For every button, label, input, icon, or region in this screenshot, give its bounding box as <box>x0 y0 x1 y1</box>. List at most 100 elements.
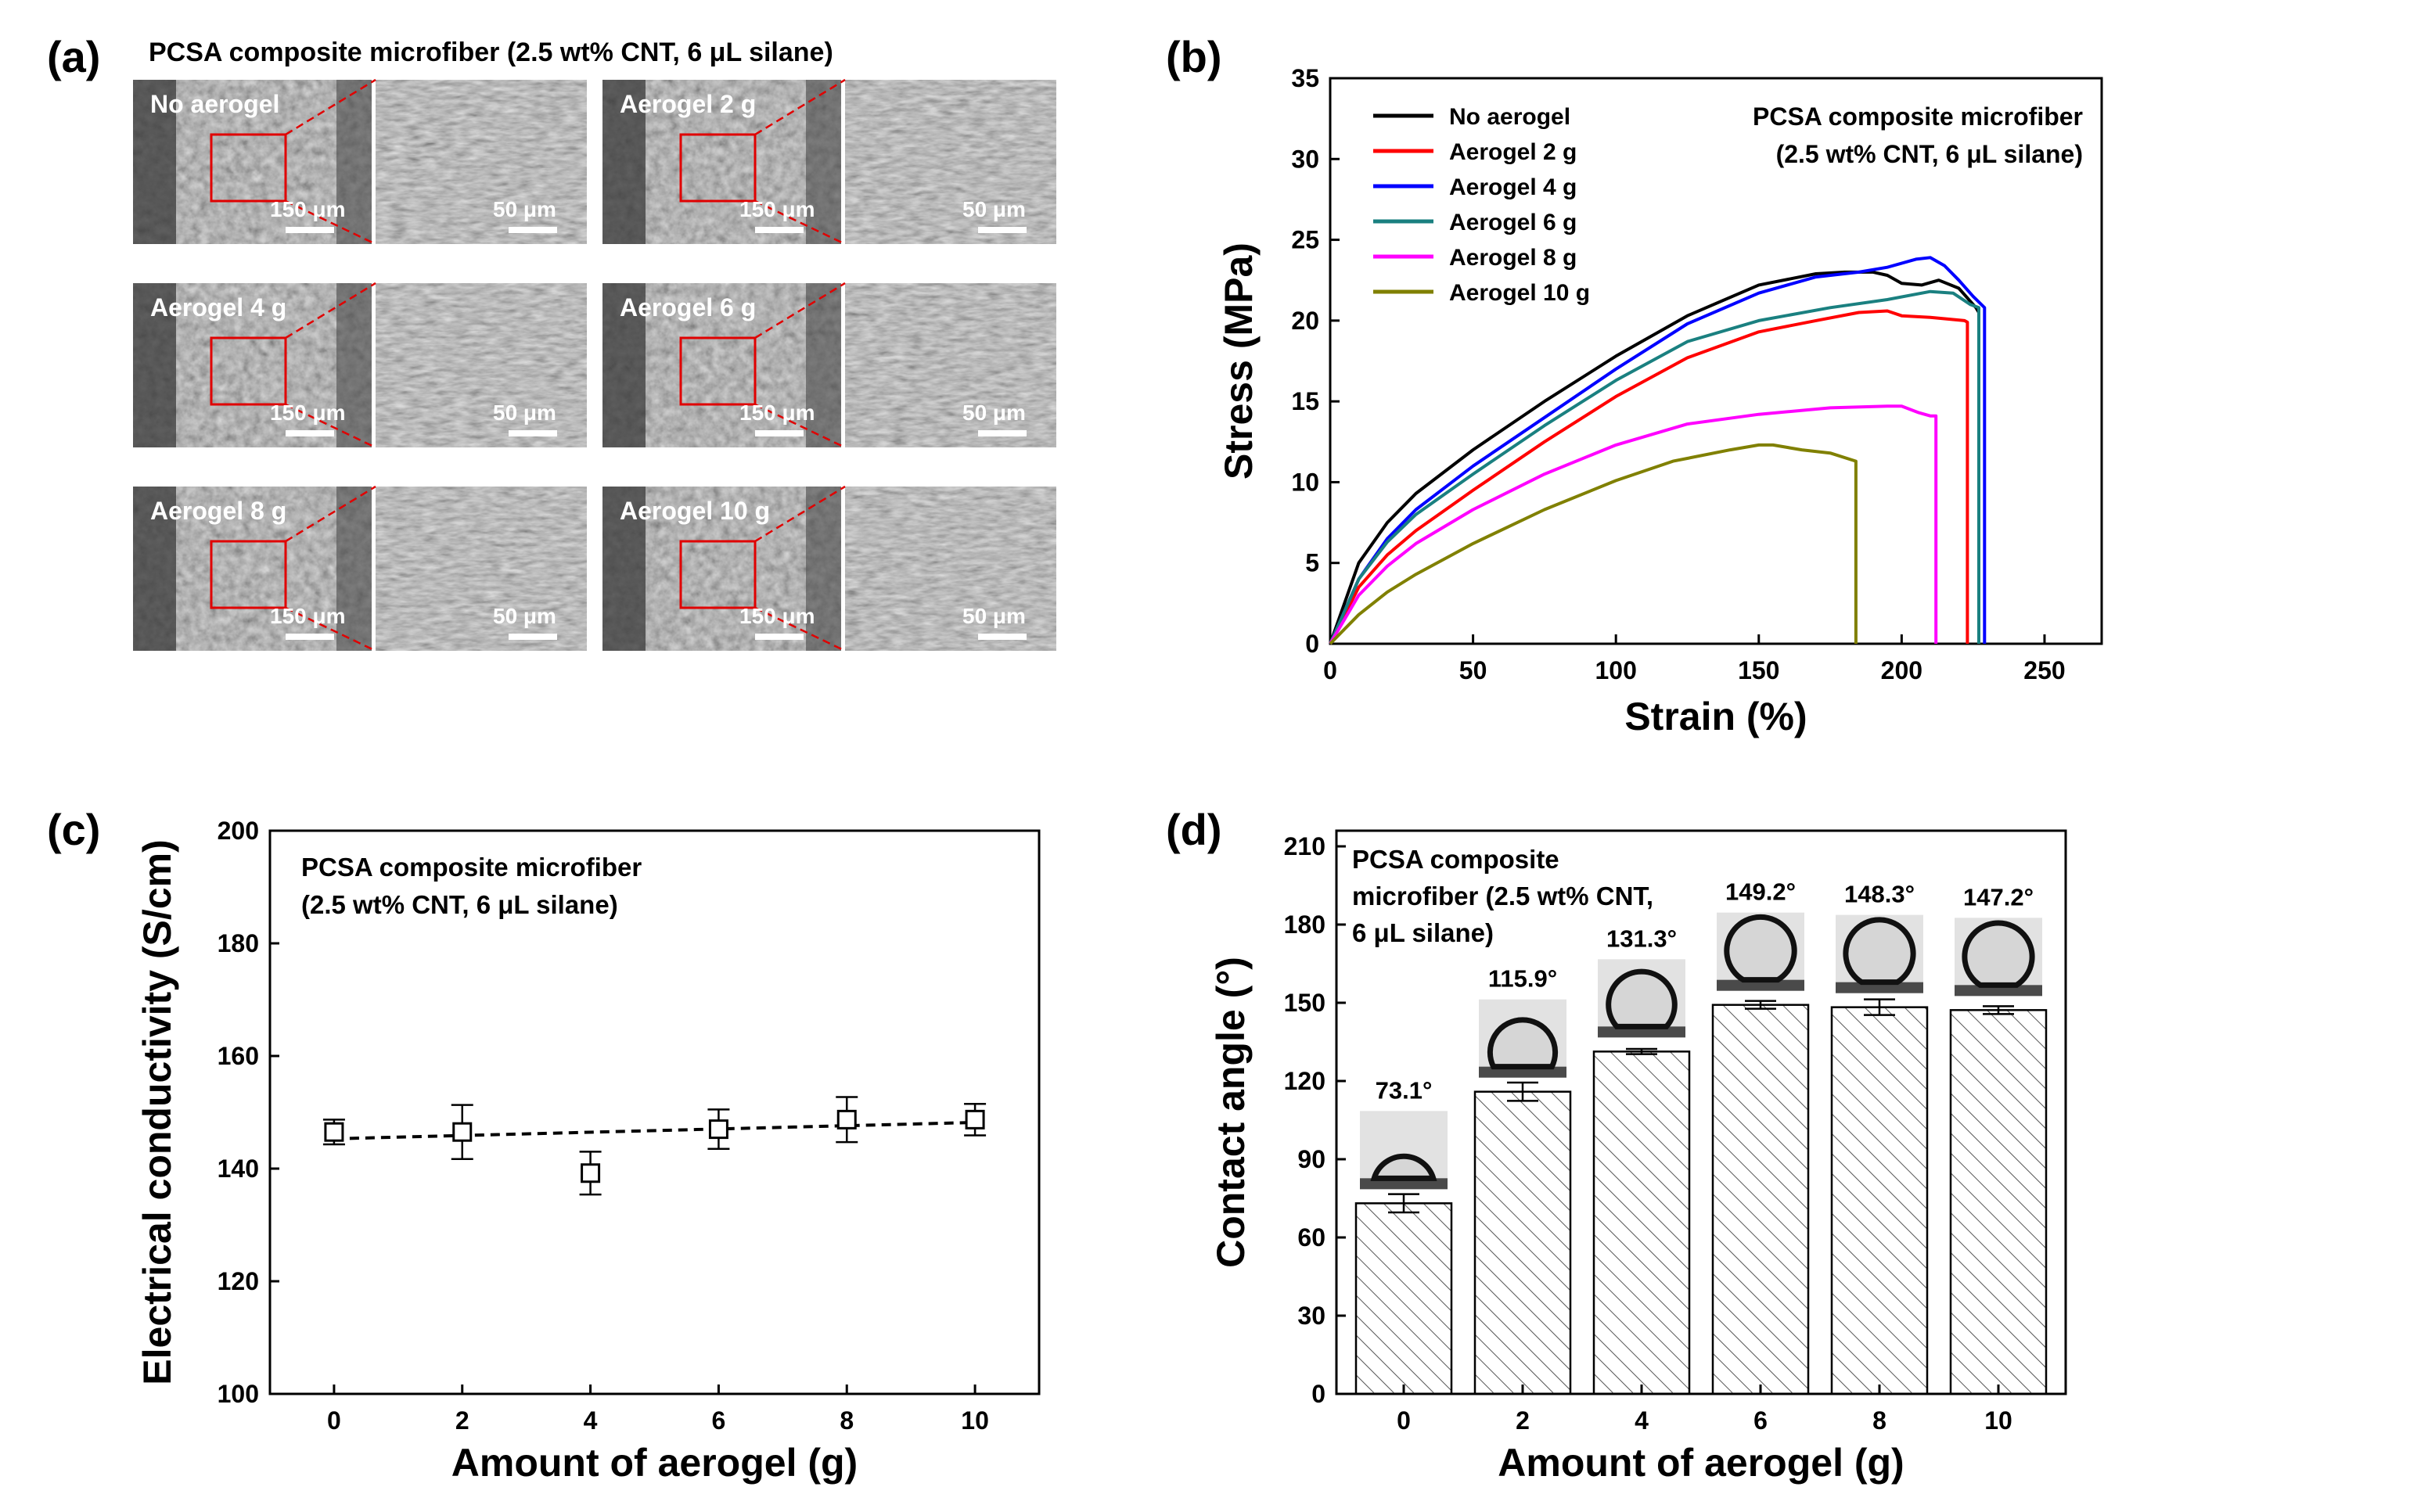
x-axis-title: Strain (%) <box>1624 695 1807 738</box>
y-tick-label: 30 <box>1291 145 1319 173</box>
photo-substrate <box>1717 979 1804 991</box>
zoom-box <box>210 336 287 406</box>
x-tick-label: 10 <box>1984 1406 2012 1435</box>
y-tick-label: 30 <box>1297 1302 1325 1330</box>
data-point <box>965 1109 985 1130</box>
scale-bar <box>509 634 557 640</box>
bar <box>1354 1202 1453 1395</box>
x-tick-label: 0 <box>327 1406 341 1435</box>
zoom-line <box>754 199 846 246</box>
sem-pair: Aerogel 6 g 150 μm 50 μm <box>602 282 1056 449</box>
droplet-photo <box>1717 912 1804 991</box>
droplet-photo <box>1836 914 1923 993</box>
chart-annotation: 6 μL silane) <box>1352 918 1494 947</box>
chart-annotation: PCSA composite <box>1352 845 1559 874</box>
sem-background-right <box>806 80 841 244</box>
zoom-line <box>285 485 376 543</box>
zoom-line <box>285 403 376 449</box>
y-axis-title: Stress (MPa) <box>1217 242 1261 479</box>
series-line-5 <box>1329 443 1858 645</box>
value-label: 149.2° <box>1725 878 1796 906</box>
scale-bar <box>286 634 334 640</box>
legend-label: Aerogel 10 g <box>1449 280 1590 306</box>
y-axis-title: Electrical conductivity (S/cm) <box>135 839 179 1385</box>
scale-bar-label: 50 μm <box>962 197 1026 221</box>
scale-bar-label: 50 μm <box>962 604 1026 628</box>
scale-bar <box>978 430 1027 436</box>
x-tick-label: 100 <box>1595 656 1636 684</box>
droplet-photo <box>1360 1111 1448 1190</box>
data-point <box>708 1119 728 1140</box>
sem-background-left <box>602 283 646 447</box>
panel-a: (a) PCSA composite microfiber (2.5 wt% C… <box>47 32 1056 652</box>
plot-frame <box>1335 829 2067 1395</box>
sem-texture <box>845 487 1056 651</box>
scale-bar <box>509 430 557 436</box>
y-tick-label: 160 <box>218 1042 259 1070</box>
series-line-3 <box>1329 289 1980 645</box>
y-tick-label: 60 <box>1297 1223 1325 1252</box>
x-tick-label: 6 <box>1753 1406 1768 1435</box>
legend-label: Aerogel 6 g <box>1449 210 1577 235</box>
data-point <box>581 1163 601 1183</box>
fit-line <box>333 1120 976 1140</box>
sem-pair: Aerogel 2 g 150 μm 50 μm <box>602 78 1056 246</box>
zoom-line <box>754 78 846 136</box>
scale-bar-label: 150 μm <box>739 604 815 628</box>
panel-b: (b) 0 50 100 150 200 250 0 5 10 15 20 25 30 35 Strain … <box>1166 32 2103 738</box>
x-tick-label: 8 <box>840 1406 854 1435</box>
sem-background-left <box>133 487 176 651</box>
sem-pair: Aerogel 8 g 150 μm 50 μm <box>133 485 587 652</box>
droplet <box>1962 920 2035 988</box>
scale-bar <box>978 634 1027 640</box>
series-line-0 <box>1329 270 1980 645</box>
y-tick-label: 0 <box>1311 1380 1325 1408</box>
y-tick-label: 5 <box>1305 549 1319 577</box>
sem-background-right <box>336 283 372 447</box>
sem-background-right <box>806 487 841 651</box>
panel-a-label: (a) <box>47 32 100 81</box>
sem-image-grid: No aerogel 150 μm 50 μm Aerogel 2 g 150 μm 50… <box>133 78 1056 652</box>
plot-frame <box>268 829 1041 1395</box>
series-line-1 <box>1329 309 1969 645</box>
scale-bar-label: 150 μm <box>270 197 346 221</box>
bar <box>1830 1006 1929 1395</box>
chart-annotation: (2.5 wt% CNT, 6 μL silane) <box>301 890 618 919</box>
bar <box>1949 1009 2048 1395</box>
photo-substrate <box>1955 985 2042 997</box>
sem-texture <box>845 80 1056 244</box>
y-tick-label: 25 <box>1291 226 1319 254</box>
zoom-line <box>754 282 846 339</box>
bar <box>1592 1050 1691 1395</box>
scale-bar-label: 150 μm <box>270 400 346 425</box>
y-tick-label: 210 <box>1284 832 1325 860</box>
scale-bar <box>509 227 557 233</box>
panel-d-label: (d) <box>1166 805 1222 854</box>
zoom-line <box>754 403 846 449</box>
panel-d: (d) 0 30 60 90 120 150 180 210 0 2 4 6 8 10 Amount of … <box>1166 805 2067 1485</box>
zoom-box <box>210 133 287 203</box>
x-tick-label: 4 <box>584 1406 598 1435</box>
y-tick-label: 180 <box>1284 910 1325 939</box>
zoom-box <box>679 133 757 203</box>
sem-pair: Aerogel 4 g 150 μm 50 μm <box>133 282 587 449</box>
panel-a-title: PCSA composite microfiber (2.5 wt% CNT, … <box>149 38 833 67</box>
sem-background-right <box>806 283 841 447</box>
chart-annotation: PCSA composite microfiber <box>301 853 642 882</box>
legend-label: Aerogel 4 g <box>1449 174 1577 200</box>
chart-annotation: (2.5 wt% CNT, 6 μL silane) <box>1776 140 2083 168</box>
zoom-line <box>285 606 376 652</box>
x-tick-label: 0 <box>1323 656 1337 684</box>
y-axis-title: Contact angle (°) <box>1209 957 1253 1268</box>
scale-bar <box>755 227 804 233</box>
data-point <box>452 1122 473 1142</box>
x-axis-title: Amount of aerogel (g) <box>1498 1441 1904 1485</box>
sem-image-label: Aerogel 8 g <box>150 497 286 525</box>
y-tick-label: 120 <box>1284 1067 1325 1095</box>
zoom-line <box>285 199 376 246</box>
photo-substrate <box>1836 982 1923 993</box>
zoom-box <box>679 336 757 406</box>
y-tick-label: 90 <box>1297 1145 1325 1173</box>
droplet-photo <box>1598 959 1685 1038</box>
zoom-line <box>754 606 846 652</box>
